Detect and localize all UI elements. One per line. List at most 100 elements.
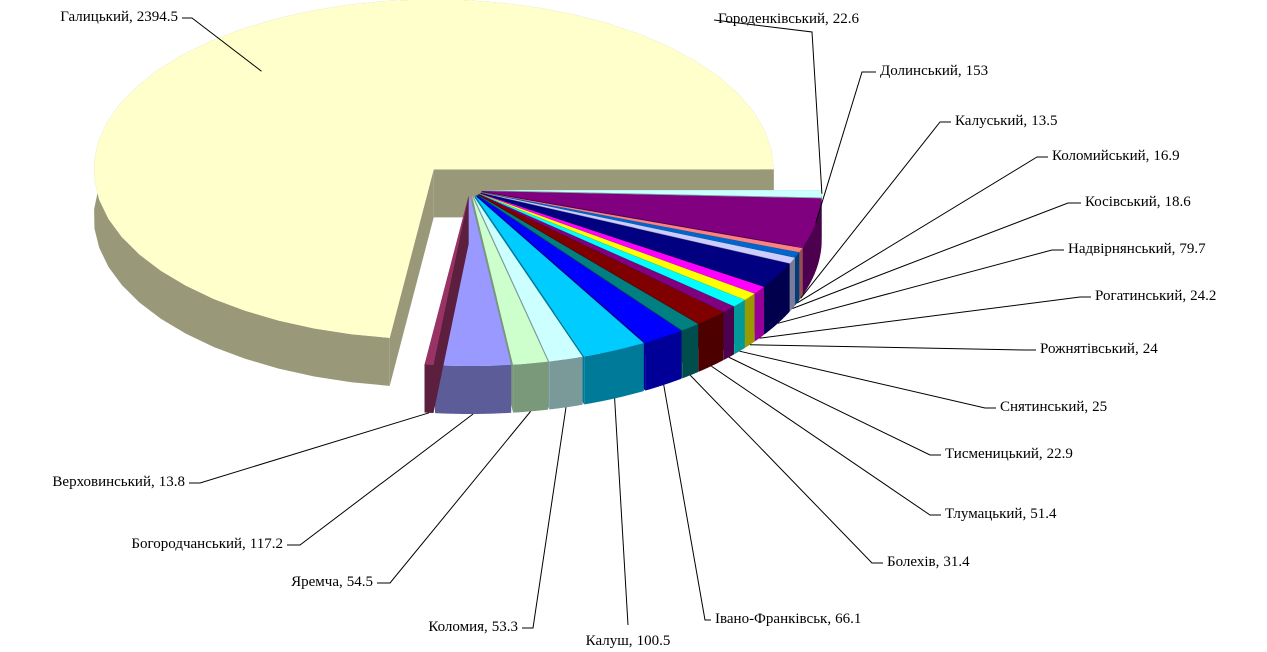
category-label: Городенківський, bbox=[718, 11, 829, 27]
leader-line bbox=[815, 71, 876, 224]
slice-cut bbox=[389, 169, 434, 386]
category-label: Галицький, bbox=[60, 9, 133, 25]
value-label: 24 bbox=[1143, 341, 1159, 357]
slice-side bbox=[790, 257, 795, 312]
value-label: 24.2 bbox=[1190, 288, 1216, 304]
slice-side bbox=[682, 324, 699, 379]
data-label: Яремча, 54.5 bbox=[291, 574, 373, 590]
leader-line bbox=[663, 384, 711, 621]
slice-side bbox=[723, 306, 734, 360]
slice-top bbox=[479, 193, 764, 294]
data-label: Калуський, 13.5 bbox=[955, 113, 1057, 129]
data-label: Галицький, 2394.5 bbox=[60, 9, 178, 25]
value-label: 79.7 bbox=[1179, 241, 1206, 257]
value-label: 16.9 bbox=[1153, 148, 1179, 164]
slice-cut bbox=[424, 195, 469, 413]
slice-top bbox=[478, 194, 734, 312]
value-label: 2394.5 bbox=[137, 9, 178, 25]
value-label: 53.3 bbox=[492, 619, 518, 635]
leader-line bbox=[800, 121, 951, 299]
category-label: Коломия, bbox=[428, 619, 487, 635]
category-label: Долинський, bbox=[880, 63, 962, 79]
slice-top bbox=[94, 0, 774, 338]
slice-side bbox=[802, 198, 822, 296]
value-label: 51.4 bbox=[1030, 506, 1057, 522]
slice-side bbox=[424, 364, 434, 414]
slice-top bbox=[481, 192, 800, 258]
data-label: Богородчанський, 117.2 bbox=[131, 536, 283, 552]
data-label: Тлумацький, 51.4 bbox=[945, 506, 1057, 522]
leader-line bbox=[182, 17, 262, 72]
leader-line bbox=[759, 296, 1091, 339]
leader-line bbox=[689, 374, 883, 564]
category-label: Косівський, bbox=[1085, 194, 1161, 210]
category-label: Калуський, bbox=[955, 113, 1027, 129]
category-label: Івано-Франківськ, bbox=[715, 611, 831, 627]
leader-line bbox=[711, 365, 941, 516]
data-label: Івано-Франківськ, 66.1 bbox=[715, 611, 861, 627]
value-label: 31.4 bbox=[943, 554, 970, 570]
leader-line bbox=[792, 202, 1081, 309]
slice-side bbox=[513, 361, 548, 413]
value-label: 100.5 bbox=[637, 633, 671, 649]
data-label: Болехів, 31.4 bbox=[887, 554, 970, 570]
slice-top bbox=[480, 192, 790, 287]
slice-side bbox=[795, 252, 800, 306]
slice-top bbox=[472, 195, 548, 365]
slice-top bbox=[478, 194, 724, 324]
slice-side bbox=[645, 330, 682, 391]
value-label: 153 bbox=[966, 63, 989, 79]
leader-line bbox=[522, 407, 567, 629]
category-label: Богородчанський, bbox=[131, 536, 245, 552]
category-label: Тисменицький, bbox=[945, 446, 1043, 462]
leader-line bbox=[713, 19, 823, 194]
value-label: 117.2 bbox=[250, 536, 283, 552]
value-label: 13.8 bbox=[159, 474, 185, 490]
category-label: Рожнятівський, bbox=[1040, 341, 1139, 357]
category-label: Калуш, bbox=[586, 633, 633, 649]
leader-line bbox=[777, 249, 1064, 324]
category-label: Тлумацький, bbox=[945, 506, 1026, 522]
value-label: 54.5 bbox=[347, 574, 373, 590]
leader-line bbox=[614, 398, 629, 626]
category-label: Яремча, bbox=[291, 574, 343, 590]
slice-side bbox=[799, 248, 803, 301]
leader-line bbox=[728, 356, 941, 456]
category-label: Коломийський, bbox=[1052, 148, 1149, 164]
category-label: Верховинський, bbox=[52, 474, 154, 490]
slice-top bbox=[481, 191, 822, 248]
data-label: Косівський, 18.6 bbox=[1085, 194, 1191, 210]
category-label: Болехів, bbox=[887, 554, 939, 570]
leader-line bbox=[739, 350, 996, 409]
value-label: 22.9 bbox=[1047, 446, 1073, 462]
leader-line bbox=[287, 413, 474, 546]
category-label: Рогатинський, bbox=[1095, 288, 1186, 304]
data-label: Верховинський, 13.8 bbox=[52, 474, 185, 490]
data-label: Коломия, 53.3 bbox=[428, 619, 518, 635]
slice-top bbox=[474, 195, 644, 357]
value-label: 25 bbox=[1092, 399, 1107, 415]
value-label: 66.1 bbox=[835, 611, 861, 627]
category-label: Снятинський, bbox=[1000, 399, 1088, 415]
slice-top bbox=[477, 194, 699, 331]
data-label: Надвірнянський, 79.7 bbox=[1068, 241, 1206, 257]
slice-top bbox=[480, 192, 795, 264]
data-label: Долинський, 153 bbox=[880, 63, 988, 79]
slice-top bbox=[424, 195, 469, 366]
slice bbox=[424, 195, 469, 414]
slice-top bbox=[481, 192, 803, 253]
slice-side bbox=[584, 343, 644, 405]
data-label: Снятинський, 25 bbox=[1000, 399, 1107, 415]
slice-top bbox=[479, 193, 755, 300]
leader-line bbox=[189, 412, 430, 484]
slice-side bbox=[734, 300, 745, 355]
slice-top bbox=[479, 193, 745, 307]
slice-side bbox=[698, 312, 724, 372]
leader-line bbox=[796, 156, 1048, 304]
slice-side bbox=[745, 293, 755, 348]
slice-side bbox=[764, 263, 790, 335]
value-label: 22.6 bbox=[833, 11, 860, 27]
leader-line bbox=[749, 344, 1036, 351]
slice-side bbox=[549, 356, 583, 410]
